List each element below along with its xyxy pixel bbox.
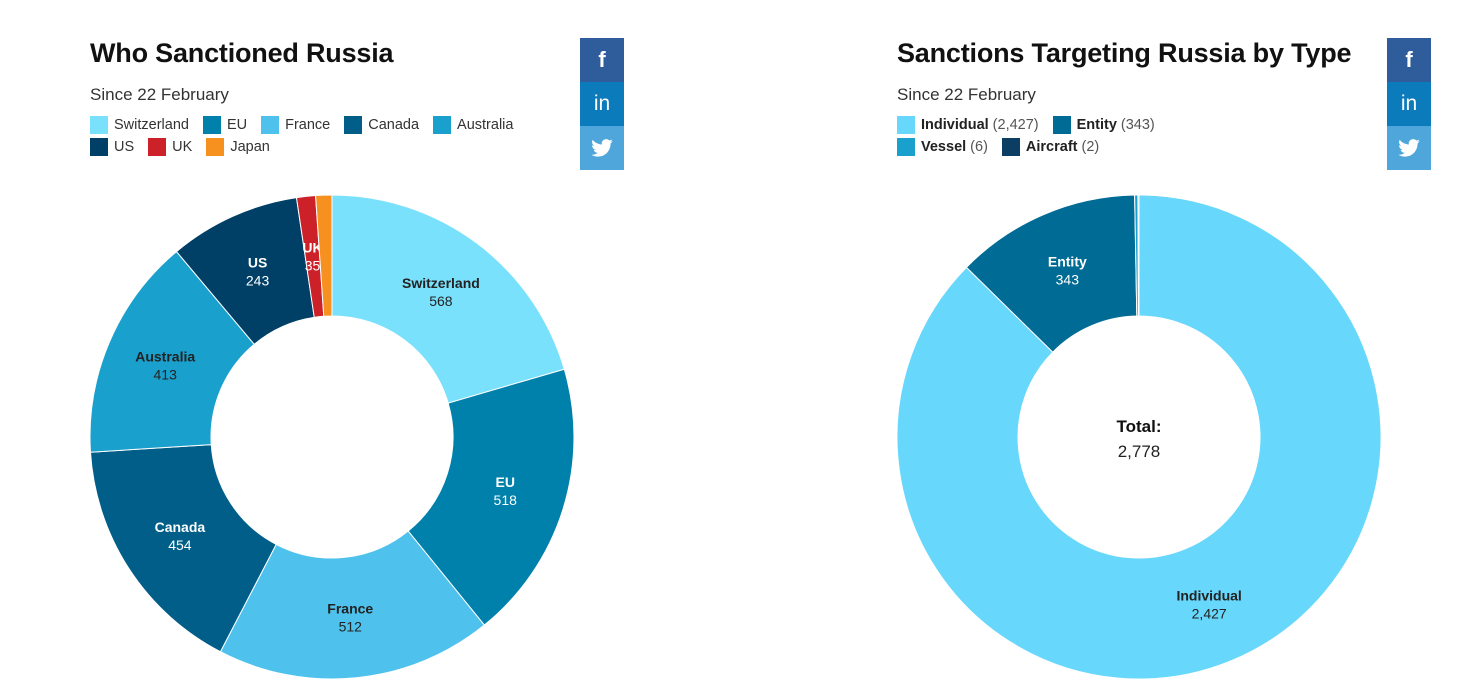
center-total-title: Total: (1116, 417, 1161, 436)
legend-item[interactable]: Switzerland (90, 116, 189, 134)
chart-panel-types: Sanctions Targeting Russia by Type Since… (735, 0, 1469, 694)
legend-swatch (1052, 116, 1071, 134)
legend-item[interactable]: Vessel (6) (897, 138, 988, 156)
donut-slice-australia[interactable] (89, 250, 255, 453)
slice-label-value: 35 (305, 258, 321, 274)
legend-swatch (202, 116, 221, 134)
donut-slice-aircraft[interactable] (1137, 194, 1140, 317)
legend-swatch (897, 116, 915, 134)
slice-label-value: 2,427 (1192, 605, 1227, 621)
slice-label-value: 343 (1056, 271, 1080, 287)
legend-swatch (206, 138, 225, 156)
slice-label-value: 518 (494, 492, 518, 508)
legend-item[interactable]: US (90, 138, 134, 156)
legend-swatch (897, 138, 915, 156)
chart-panel-countries: Who Sanctioned Russia Since 22 February … (89, 38, 624, 680)
chart-subtitle: Since 22 February (90, 85, 229, 104)
facebook-share-button[interactable]: f (580, 38, 624, 82)
legend-count: (343) (1120, 117, 1155, 133)
slice-label-name: UK (302, 240, 322, 256)
facebook-icon: f (598, 47, 606, 72)
slice-label-value: 568 (429, 293, 453, 309)
share-bar: f in (1387, 38, 1431, 170)
legend-label: Canada (368, 117, 420, 133)
legend-label: Individual (921, 117, 989, 133)
legend-item[interactable]: Individual (2,427) (897, 116, 1039, 134)
legend-label: Australia (457, 117, 514, 133)
donut-slice-canada[interactable] (89, 444, 277, 653)
linkedin-share-button[interactable]: in (580, 82, 624, 126)
legend-label: Aircraft (1025, 139, 1078, 155)
legend-label: Entity (1076, 117, 1117, 133)
facebook-share-button[interactable]: f (1387, 38, 1431, 82)
donut-chart-countries: Switzerland 568 EU 518 France 512 Canada 454 Aus… (89, 194, 575, 680)
donut-slice-japan[interactable] (315, 194, 333, 317)
slice-label-name: France (327, 601, 373, 617)
legend-item[interactable]: Entity (343) (1052, 116, 1155, 134)
slice-label-value: 454 (168, 537, 192, 553)
legend-count: (2,427) (992, 117, 1039, 133)
legend-item[interactable]: Canada (344, 116, 419, 134)
legend-swatch (261, 116, 280, 134)
slice-label-name: Individual (1176, 587, 1241, 603)
chart-legend: Individual (2,427) Entity (343) Vessel (6) Air… (897, 116, 1217, 156)
legend-swatch (1001, 138, 1020, 156)
slice-label-name: Australia (135, 348, 195, 364)
chart-title: Sanctions Targeting Russia by Type (897, 38, 1352, 68)
chart-subtitle: Since 22 February (897, 85, 1036, 104)
chart-legend: Switzerland EU France Canada Australia US UK Ja… (90, 116, 540, 156)
linkedin-icon: in (593, 92, 611, 115)
donut-chart-types: Individual 2,427 Entity 343 Total: 2,778 (896, 194, 1382, 680)
legend-swatch (90, 116, 108, 134)
legend-label: EU (226, 117, 248, 133)
legend-swatch (433, 116, 452, 134)
slice-label-name: Switzerland (402, 275, 480, 291)
legend-item[interactable]: Australia (433, 116, 513, 134)
twitter-share-button[interactable] (580, 126, 624, 170)
slice-label-name: Entity (1048, 253, 1087, 269)
slice-label-name: Canada (155, 519, 206, 535)
linkedin-share-button[interactable]: in (1387, 82, 1431, 126)
slice-label-value: 512 (339, 619, 363, 635)
slice-label-value: 243 (246, 272, 270, 288)
legend-label: UK (172, 139, 193, 155)
chart-title: Who Sanctioned Russia (90, 38, 394, 68)
legend-count: (2) (1081, 139, 1100, 155)
legend-swatch (148, 138, 167, 156)
legend-count: (6) (970, 139, 988, 155)
legend-item[interactable]: Aircraft (2) (1001, 138, 1100, 156)
legend-item[interactable]: Japan (206, 138, 270, 156)
legend-item[interactable]: UK (148, 138, 192, 156)
share-bar: f in (580, 38, 624, 170)
donut-slice-eu[interactable] (407, 368, 575, 626)
donut-slice-france[interactable] (219, 530, 486, 680)
twitter-icon (591, 139, 613, 157)
legend-label: Vessel (921, 139, 967, 155)
legend-label: US (114, 139, 135, 155)
legend-label: Switzerland (114, 117, 189, 133)
slice-label-name: US (248, 254, 267, 270)
legend-label: France (285, 117, 331, 133)
slice-label-name: EU (496, 474, 515, 490)
donut-slice-individual[interactable] (896, 194, 1382, 680)
legend-swatch (90, 138, 108, 156)
twitter-icon (1398, 139, 1420, 157)
legend-swatch (344, 116, 363, 134)
facebook-icon: f (1405, 47, 1413, 72)
donut-slice-switzerland[interactable] (331, 194, 565, 404)
legend-item[interactable]: EU (202, 116, 248, 134)
slice-label-value: 413 (154, 366, 178, 382)
linkedin-icon: in (1400, 92, 1418, 115)
legend-label: Japan (230, 139, 270, 155)
twitter-share-button[interactable] (1387, 126, 1431, 170)
legend-item[interactable]: France (261, 116, 330, 134)
center-total-value: 2,778 (1118, 442, 1161, 461)
